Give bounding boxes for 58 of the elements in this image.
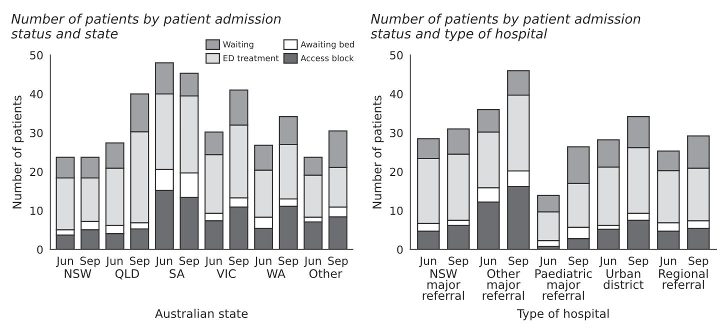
y-tick-label: 10 (30, 206, 43, 215)
x-axis-title: Type of hospital (516, 308, 609, 320)
x-tick-label: Jun (254, 256, 272, 268)
x-tick-label: Sep (179, 256, 200, 268)
text: VIC (216, 269, 236, 278)
x-tick-label: Sep (568, 256, 588, 268)
y-tick-label: 20 (390, 168, 403, 176)
chart-title: Number of patients by patient admission status and state (11, 14, 281, 39)
x-tick-label: Sep (229, 256, 249, 268)
y-tick-label: 30 (390, 128, 403, 138)
bar (597, 228, 620, 250)
text: Other (309, 268, 342, 278)
text: Other major referral (482, 268, 524, 300)
x-tick-label: Jun (106, 256, 123, 268)
legend-label: ED treatment (224, 55, 279, 62)
x-tick-label: Sep (628, 256, 648, 268)
y-tick-label: 40 (390, 90, 403, 98)
y-tick-label: 40 (30, 90, 43, 98)
y-axis-title: Number of patients (372, 96, 384, 208)
x-tick-label: Jun (56, 256, 74, 268)
legend-label: Access block (300, 54, 354, 62)
text: NSW major referral (422, 269, 464, 300)
x-tick-label: Jun (479, 256, 496, 268)
x-tick-label: Jun (204, 256, 222, 268)
x-tick-label: Jun (304, 256, 321, 268)
x-tick-label: Jun (155, 256, 172, 268)
text: Paediatric major referral (535, 268, 592, 300)
bar (447, 224, 470, 250)
x-tick-label: Sep (448, 256, 468, 268)
text: Urban district (604, 268, 644, 290)
y-tick-label: 30 (30, 128, 43, 138)
text: QLD (115, 269, 140, 280)
x-tick-label: Sep (328, 256, 348, 268)
y-tick-label: 50 (390, 51, 403, 60)
text: NSW (64, 269, 92, 278)
y-tick-label: 10 (390, 206, 403, 215)
x-tick-label: Sep (278, 256, 298, 268)
text: SA (170, 269, 185, 278)
x-axis-title: Australian state (155, 308, 248, 318)
x-tick-label: Sep (130, 256, 150, 268)
x-tick-label: Sep (688, 256, 708, 268)
legend-label: Awaiting bed (300, 41, 354, 50)
x-tick-label: Sep (508, 256, 528, 268)
y-tick-label: 50 (30, 51, 43, 60)
text: WA (266, 269, 286, 278)
x-tick-label: Jun (599, 256, 616, 268)
bar (304, 221, 323, 250)
y-tick-label: 0 (397, 245, 403, 254)
legend-label: Waiting (223, 41, 254, 50)
y-tick-label: 0 (37, 245, 43, 254)
x-tick-label: Jun (419, 256, 436, 268)
x-tick-label: Sep (80, 256, 100, 268)
y-axis-title: Number of patients (12, 96, 24, 208)
y-tick-label: 20 (30, 168, 43, 176)
x-tick-label: Jun (539, 256, 556, 268)
x-tick-label: Jun (659, 256, 676, 268)
text: Regional referral (659, 268, 708, 290)
chart-title: Number of patients by patient admission status and type of hospital (370, 14, 640, 42)
